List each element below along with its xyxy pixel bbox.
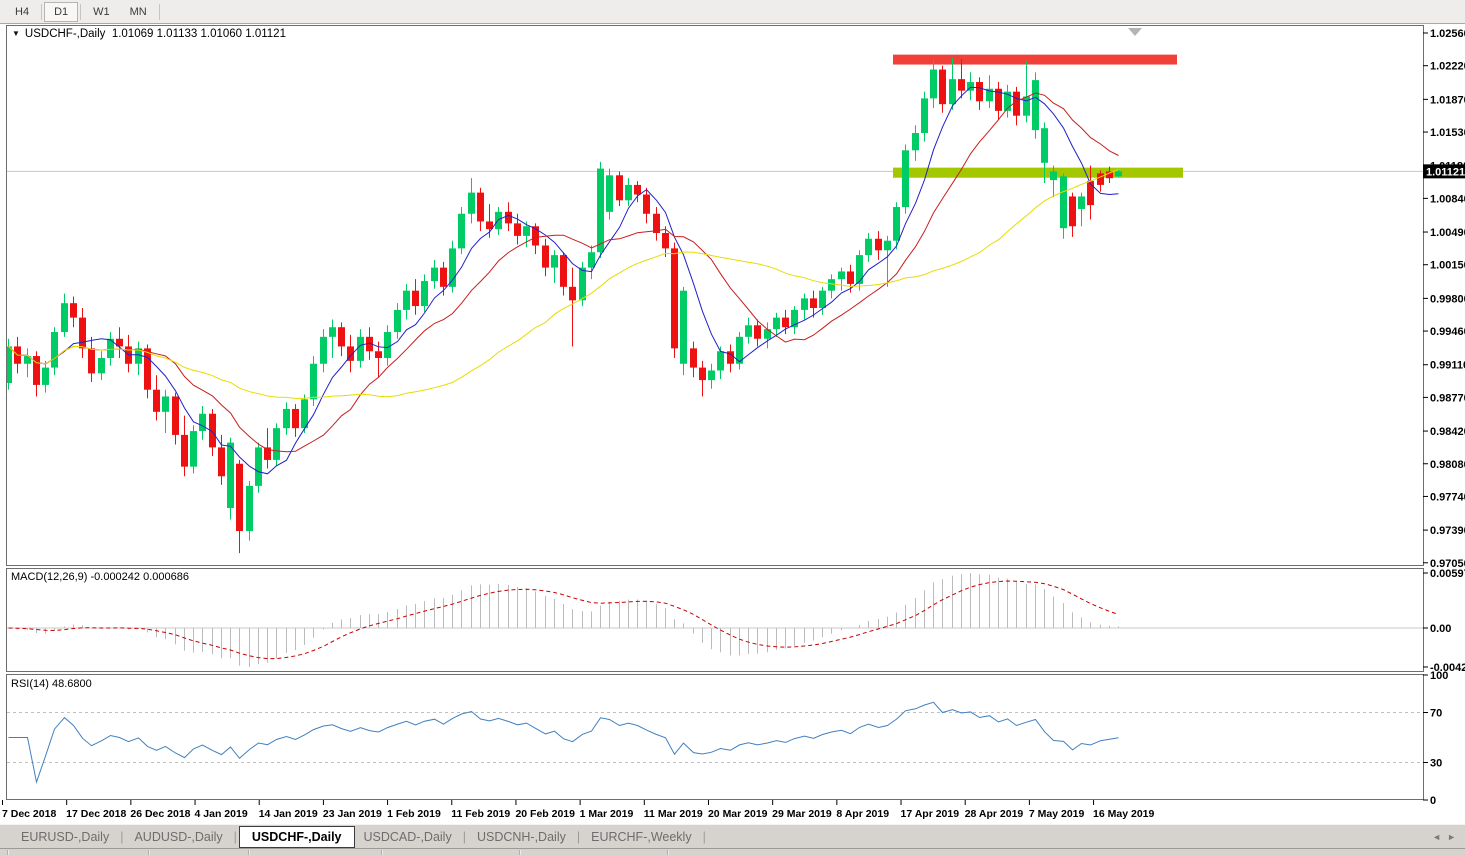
tab-usdcad-daily[interactable]: USDCAD-,Daily [363,829,452,844]
status-separator [148,850,150,855]
rsi-value: 48.6800 [51,678,92,690]
macd-signal-line [8,580,1119,660]
symbol-dropdown-icon[interactable]: ▼ [12,29,20,38]
chart-title: ▼ USDCHF-,Daily 1.01069 1.01133 1.01060 1… [12,28,286,40]
svg-text:29 Mar 2019: 29 Mar 2019 [772,808,832,820]
svg-text:11 Feb 2019: 11 Feb 2019 [451,808,510,820]
svg-text:16 May 2019: 16 May 2019 [1093,808,1154,820]
svg-text:1.00490: 1.00490 [1430,227,1465,239]
tab-separator: | [462,829,466,844]
tab-separator: | [702,829,706,844]
svg-text:0.00: 0.00 [1430,623,1451,635]
svg-text:0.00597: 0.00597 [1430,568,1465,580]
macd-histogram [17,573,1119,667]
svg-text:20 Feb 2019: 20 Feb 2019 [515,808,575,820]
rsi-name: RSI(14) [11,678,49,690]
toolbar-separator [41,3,43,20]
macd-values: -0.000242 0.000686 [90,571,189,583]
macd-indicator-label: MACD(12,26,9) -0.000242 0.000686 [11,571,189,583]
svg-text:7 May 2019: 7 May 2019 [1029,808,1085,820]
tab-usdchf-daily[interactable]: USDCHF-,Daily [238,825,355,848]
svg-text:11 Mar 2019: 11 Mar 2019 [644,808,703,820]
candlestick-series [7,57,1122,554]
svg-text:7 Dec 2018: 7 Dec 2018 [2,808,56,820]
svg-text:23 Jan 2019: 23 Jan 2019 [323,808,382,820]
svg-text:26 Dec 2018: 26 Dec 2018 [130,808,190,820]
status-separator [667,850,669,855]
tab-separator: | [576,829,581,844]
svg-text:-0.004243: -0.004243 [1430,662,1465,674]
time-axis[interactable]: 7 Dec 2018 17 Dec 2018 26 Dec 2018 4 Jan 20… [2,800,1155,820]
status-separator [248,850,250,855]
svg-text:28 Apr 2019: 28 Apr 2019 [965,808,1024,820]
status-separator [381,850,383,855]
macd-name: MACD(12,26,9) [11,571,88,583]
chart-canvas[interactable]: 1.025601.022201.018701.015301.011801.008… [0,24,1465,824]
rsi-pane[interactable] [6,674,1424,800]
svg-text:1.02560: 1.02560 [1430,28,1465,40]
chart-title-ohlc: 1.01069 1.01133 1.01060 1.01121 [111,28,286,40]
timeframe-button-d1[interactable]: D1 [44,1,79,22]
timeframe-toolbar: H4 D1 W1 MN [0,0,1465,24]
toolbar-separator [80,3,82,20]
timeframe-button-w1[interactable]: W1 [93,5,110,18]
svg-text:1.01121: 1.01121 [1426,166,1465,178]
svg-text:100: 100 [1430,670,1448,682]
svg-text:0: 0 [1430,795,1436,807]
rsi-line [8,701,1119,784]
svg-text:4 Jan 2019: 4 Jan 2019 [195,808,248,820]
tab-scroll-right-icon[interactable]: ► [1447,832,1456,842]
current-price-label: 1.01121 [1423,164,1465,179]
svg-text:8 Apr 2019: 8 Apr 2019 [836,808,889,820]
chart-shift-icon[interactable] [1128,28,1142,36]
tab-audusd-daily[interactable]: AUDUSD-,Daily [134,829,223,844]
pane-borders [6,25,1424,800]
status-bar [0,848,1465,855]
svg-text:1.01870: 1.01870 [1430,94,1465,106]
svg-text:20 Mar 2019: 20 Mar 2019 [708,808,768,820]
timeframe-button-h4[interactable]: H4 [15,5,30,18]
tab-eurusd-daily[interactable]: EURUSD-,Daily [21,829,110,844]
ma-fast-line [8,86,1119,475]
ma-slow-line [8,168,1119,399]
timeframe-button-mn[interactable]: MN [129,5,147,18]
macd-pane[interactable] [6,568,1424,672]
svg-text:17 Apr 2019: 17 Apr 2019 [901,808,960,820]
svg-text:17 Dec 2018: 17 Dec 2018 [66,808,126,820]
ma-mid-line [8,92,1119,453]
chart-title-symbol: USDCHF-,Daily [24,28,106,40]
status-separator [519,850,521,855]
support-band[interactable] [893,167,1183,178]
svg-text:1.00840: 1.00840 [1430,193,1465,205]
svg-text:70: 70 [1430,708,1442,720]
tab-separator: | [233,829,237,844]
tab-usdcnh-daily[interactable]: USDCNH-,Daily [476,829,566,844]
svg-text:1.02220: 1.02220 [1430,61,1465,73]
svg-text:30: 30 [1430,758,1442,770]
svg-text:1 Mar 2019: 1 Mar 2019 [580,808,634,820]
svg-text:1 Feb 2019: 1 Feb 2019 [387,808,441,820]
svg-text:1.01530: 1.01530 [1430,127,1465,139]
chart-tab-bar: EURUSD-,Daily | AUDUSD-,Daily | USDCHF-,Dail… [0,824,1465,848]
main-pane[interactable] [6,25,1424,566]
status-separator [7,850,9,855]
toolbar-separator [158,3,160,20]
svg-text:14 Jan 2019: 14 Jan 2019 [259,808,318,820]
rsi-indicator-label: RSI(14) 48.6800 [11,678,92,690]
resistance-band[interactable] [893,54,1177,65]
tab-separator: | [120,829,124,844]
tab-eurchf-weekly[interactable]: EURCHF-,Weekly [591,829,692,844]
tab-scroll-left-icon[interactable]: ◄ [1432,832,1441,842]
